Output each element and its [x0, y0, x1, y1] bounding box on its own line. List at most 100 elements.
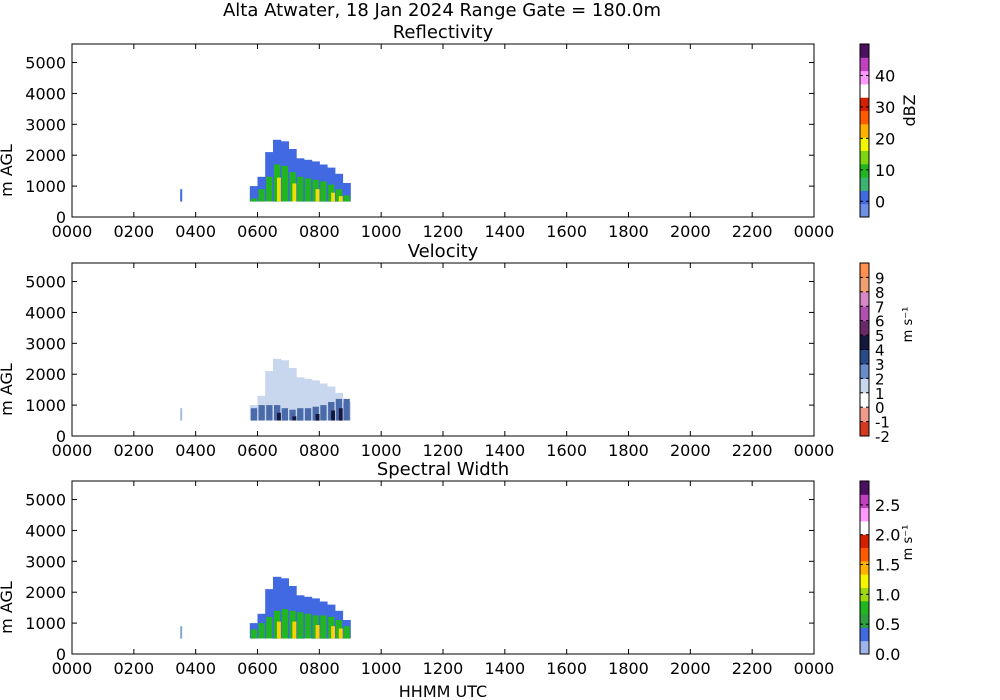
echo-column-core [312, 406, 319, 421]
y-axis: 0 1000 2000 3000 4000 5000 [25, 491, 814, 664]
colorbar-tick-label: 2 [875, 370, 885, 388]
echo-column-core [289, 409, 296, 421]
colorbar-tick-label: -1 [875, 414, 890, 432]
echo-column-peak [331, 410, 335, 421]
colorbar-tick-label: 40 [875, 66, 895, 85]
colorbar-segment [860, 614, 869, 628]
echo-column-core [281, 166, 288, 202]
colorbar-segment [860, 190, 869, 205]
colorbar-frame [859, 480, 870, 655]
x-tick-label: 2200 [732, 222, 773, 241]
colorbar-segment [860, 507, 869, 522]
plot-frame [71, 480, 815, 655]
y-tick-label: 2000 [25, 365, 66, 384]
x-tick-label: 1600 [546, 441, 587, 460]
y-axis-label: m AGL [0, 144, 16, 197]
colorbar: 0.0 0.5 1.0 1.5 2.0 2.5 [859, 480, 900, 664]
echo-column-core [297, 612, 304, 639]
x-axis: 0000 0200 0400 0600 0800 1000 1200 1400 1600 1800… [52, 481, 835, 678]
colorbar-segment [860, 534, 869, 549]
colorbar-segment [860, 335, 869, 350]
colorbar-tick-label: 8 [875, 284, 885, 302]
x-tick-label: 0600 [237, 222, 278, 241]
echo-column-peak [315, 625, 320, 639]
panel-title: Spectral Width [377, 459, 509, 480]
x-tick-label: 1000 [361, 222, 402, 241]
x-tick-label: 0200 [113, 222, 154, 241]
x-tick-label: 2000 [670, 659, 711, 678]
x-tick-label: 0000 [52, 441, 93, 460]
echo-column-core [343, 398, 350, 421]
echo-column-peak [338, 196, 343, 202]
y-tick-label: 0 [56, 427, 66, 446]
echo-column-core [304, 613, 312, 639]
colorbar-label: m s⁻¹ [901, 307, 916, 343]
echo-column-outer [303, 378, 313, 421]
colorbar-segment [860, 306, 869, 322]
colorbar-segment [860, 57, 869, 72]
y-tick-label: 1000 [25, 396, 66, 415]
panel-title: Velocity [408, 241, 479, 262]
echo-column-core [320, 181, 327, 202]
colorbar-frame [859, 43, 870, 218]
colorbar-tick-label: 0 [875, 192, 885, 211]
x-tick-label: 2200 [732, 441, 773, 460]
echo-column-core [250, 198, 258, 202]
y-tick-label: 5000 [25, 54, 66, 73]
echo-column-peak [277, 177, 281, 202]
echo-column-core [250, 408, 258, 421]
colorbar-segment [860, 349, 869, 365]
echo-column-core [304, 408, 312, 421]
echo-column-core [266, 616, 273, 639]
colorbar-tick-label: 4 [875, 342, 885, 360]
x-tick-label: 2000 [670, 441, 711, 460]
echo-column-core [281, 408, 288, 421]
plot-frame [71, 262, 815, 437]
x-tick-label: 1400 [484, 222, 525, 241]
y-tick-label: 3000 [25, 334, 66, 353]
colorbar-label: dBZ [900, 94, 919, 126]
colorbar-tick-label: 1 [875, 385, 885, 403]
x-tick-label: 0800 [299, 441, 340, 460]
echo-column-core [250, 629, 258, 639]
x-tick-label: 1000 [361, 441, 402, 460]
colorbar-segment [860, 574, 869, 588]
echo-column-core [258, 405, 265, 421]
colorbar-segment [860, 70, 869, 85]
colorbar: 0 10 20 30 40 [859, 43, 895, 218]
x-tick-label: 0800 [299, 222, 340, 241]
x-axis: 0000 0200 0400 0600 0800 1000 1200 1400 1600 1800… [52, 44, 834, 241]
echo-column-outer [273, 576, 282, 639]
colorbar-tick-label: 2.0 [875, 526, 900, 545]
y-tick-label: 5000 [25, 273, 66, 292]
echo-column-core [343, 195, 350, 202]
panel-velocity: Velocity m AGL m s⁻¹ 0000020004000600080… [0, 241, 916, 460]
echo-column-core [335, 189, 343, 202]
echo-isolated [180, 408, 183, 421]
echo-column-core [297, 176, 304, 202]
echo-column-outer [265, 371, 274, 421]
colorbar-segment [860, 110, 869, 125]
colorbar-segment [860, 97, 869, 112]
y-axis: 0 1000 2000 3000 4000 5000 [25, 54, 814, 227]
figure-title: Alta Atwater, 18 Jan 2024 Range Gate = 1… [223, 0, 661, 21]
x-tick-label: 1400 [484, 659, 525, 678]
colorbar-tick-label: 0 [875, 399, 885, 417]
colorbar-segment [860, 363, 869, 379]
colorbar-segment [860, 44, 869, 58]
colorbar-segment [860, 378, 869, 394]
x-tick-label: 1800 [608, 222, 649, 241]
colorbar-tick-label: -2 [875, 428, 890, 446]
colorbar-tick-label: 7 [875, 298, 885, 316]
panel-reflectivity: Reflectivity m AGL dBZ 00000200040006000… [0, 22, 919, 241]
echo-column-core [304, 178, 312, 202]
x-axis-label: HHMM UTC [399, 682, 487, 700]
colorbar-tick-label: 2.5 [875, 496, 900, 515]
colorbar-tick-label: 0.5 [875, 615, 900, 634]
x-tick-label: 0000 [794, 659, 835, 678]
colorbar-tick-label: 6 [875, 313, 885, 331]
echo-column-outer [280, 360, 289, 421]
x-tick-label: 0400 [175, 441, 216, 460]
echo-isolated [180, 189, 183, 202]
